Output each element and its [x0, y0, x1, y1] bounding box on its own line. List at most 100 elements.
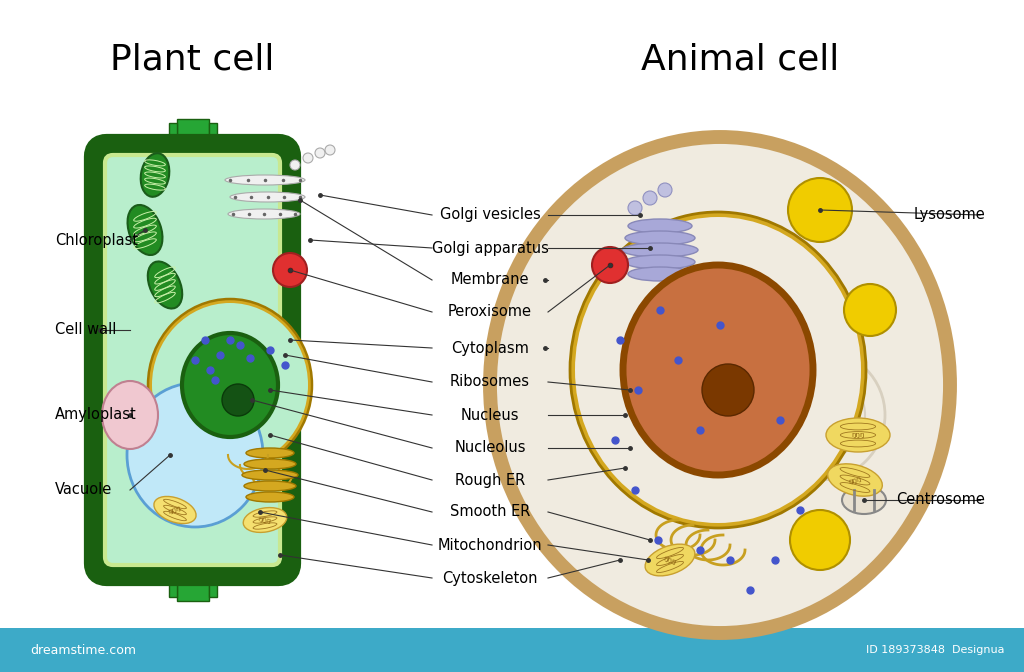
- Text: Plant cell: Plant cell: [110, 43, 274, 77]
- Circle shape: [222, 384, 254, 416]
- Ellipse shape: [826, 418, 890, 452]
- Ellipse shape: [152, 303, 308, 467]
- Ellipse shape: [159, 310, 301, 460]
- Circle shape: [702, 364, 754, 416]
- Ellipse shape: [842, 486, 886, 514]
- Bar: [176, 573, 209, 601]
- Ellipse shape: [615, 257, 821, 483]
- Ellipse shape: [579, 221, 857, 519]
- Ellipse shape: [147, 261, 182, 308]
- FancyBboxPatch shape: [108, 158, 278, 562]
- Text: Rough ER: Rough ER: [455, 472, 525, 487]
- Ellipse shape: [584, 226, 852, 514]
- Ellipse shape: [162, 313, 298, 457]
- Text: dreamstime.com: dreamstime.com: [30, 644, 136, 657]
- Text: ŋŋŋ: ŋŋŋ: [168, 505, 182, 515]
- Ellipse shape: [242, 470, 298, 480]
- Ellipse shape: [490, 137, 950, 633]
- Text: Mitochondrion: Mitochondrion: [437, 538, 543, 552]
- Text: ŋŋŋ: ŋŋŋ: [851, 432, 864, 438]
- Circle shape: [643, 191, 657, 205]
- Bar: [176, 119, 209, 147]
- Ellipse shape: [597, 239, 839, 501]
- Text: ŋŋŋ: ŋŋŋ: [258, 516, 272, 524]
- Ellipse shape: [166, 317, 294, 453]
- Ellipse shape: [154, 497, 196, 523]
- Ellipse shape: [244, 507, 287, 532]
- Ellipse shape: [230, 192, 305, 202]
- Text: Amyloplast: Amyloplast: [55, 407, 137, 423]
- Circle shape: [844, 284, 896, 336]
- Ellipse shape: [575, 217, 861, 523]
- Ellipse shape: [128, 205, 163, 255]
- Ellipse shape: [570, 212, 866, 528]
- Text: Nucleolus: Nucleolus: [455, 441, 525, 456]
- Text: Golgi vesicles: Golgi vesicles: [439, 208, 541, 222]
- Text: ŋŋŋ: ŋŋŋ: [663, 555, 677, 565]
- Ellipse shape: [625, 231, 695, 245]
- Text: Cytoskeleton: Cytoskeleton: [442, 571, 538, 585]
- Text: Vacuole: Vacuole: [55, 482, 113, 497]
- FancyBboxPatch shape: [95, 145, 290, 575]
- Ellipse shape: [645, 544, 695, 576]
- Text: Smooth ER: Smooth ER: [450, 505, 530, 519]
- Text: Golgi apparatus: Golgi apparatus: [431, 241, 549, 255]
- Text: ŋŋŋ: ŋŋŋ: [848, 475, 862, 485]
- Circle shape: [325, 145, 335, 155]
- Circle shape: [658, 183, 672, 197]
- Ellipse shape: [246, 492, 294, 502]
- Text: Centrosome: Centrosome: [896, 493, 985, 507]
- Ellipse shape: [173, 324, 287, 446]
- Text: ID 189373848  Designua: ID 189373848 Designua: [865, 645, 1004, 655]
- FancyBboxPatch shape: [105, 155, 280, 565]
- Circle shape: [315, 148, 325, 158]
- Ellipse shape: [628, 267, 692, 281]
- Ellipse shape: [606, 248, 830, 492]
- Ellipse shape: [180, 331, 280, 439]
- Ellipse shape: [622, 243, 698, 257]
- Ellipse shape: [620, 262, 816, 478]
- Circle shape: [628, 201, 642, 215]
- Text: Ribosomes: Ribosomes: [450, 374, 530, 390]
- Ellipse shape: [140, 153, 169, 197]
- Ellipse shape: [593, 235, 843, 505]
- Text: Nucleus: Nucleus: [461, 407, 519, 423]
- Ellipse shape: [827, 464, 883, 496]
- Ellipse shape: [244, 459, 296, 469]
- Ellipse shape: [625, 255, 695, 269]
- Text: Animal cell: Animal cell: [641, 43, 839, 77]
- Ellipse shape: [182, 333, 278, 437]
- Ellipse shape: [169, 320, 291, 450]
- Circle shape: [303, 153, 313, 163]
- Circle shape: [790, 510, 850, 570]
- Bar: [209, 577, 216, 597]
- Ellipse shape: [244, 481, 296, 491]
- Bar: [0, 628, 1024, 672]
- Bar: [169, 577, 176, 597]
- Ellipse shape: [623, 265, 813, 475]
- Text: Peroxisome: Peroxisome: [449, 304, 532, 319]
- Ellipse shape: [602, 244, 834, 496]
- Text: Lysosome: Lysosome: [913, 208, 985, 222]
- Ellipse shape: [588, 230, 848, 510]
- Text: Membrane: Membrane: [451, 273, 529, 288]
- Ellipse shape: [228, 209, 300, 219]
- Ellipse shape: [155, 306, 305, 464]
- Ellipse shape: [628, 219, 692, 233]
- Text: Cell wall: Cell wall: [55, 323, 117, 337]
- Ellipse shape: [176, 327, 284, 443]
- Circle shape: [788, 178, 852, 242]
- Ellipse shape: [246, 448, 294, 458]
- Bar: [209, 123, 216, 143]
- Bar: [169, 123, 176, 143]
- Circle shape: [592, 247, 628, 283]
- Ellipse shape: [225, 175, 305, 185]
- Ellipse shape: [611, 253, 825, 487]
- Ellipse shape: [485, 132, 955, 638]
- Ellipse shape: [148, 299, 312, 471]
- Ellipse shape: [102, 381, 158, 449]
- Circle shape: [290, 160, 300, 170]
- Circle shape: [273, 253, 307, 287]
- Text: Cytoplasm: Cytoplasm: [451, 341, 529, 355]
- Text: Chloroplast: Chloroplast: [55, 233, 138, 247]
